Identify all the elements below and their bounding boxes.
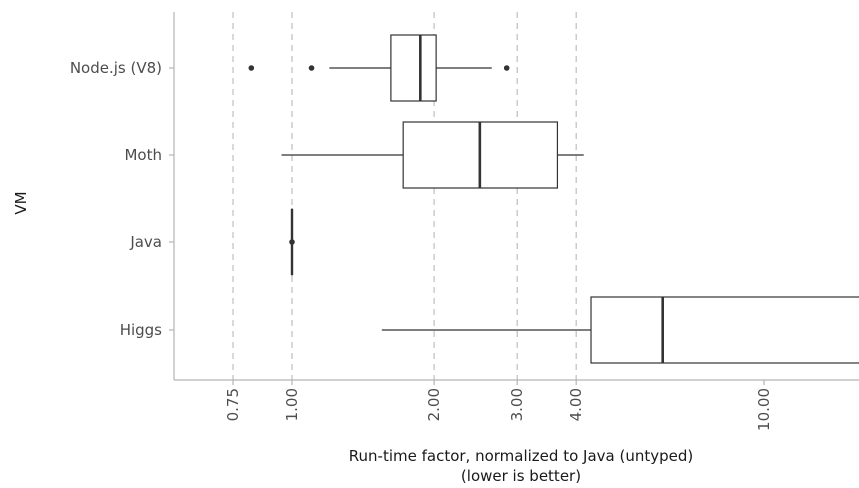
outlier-0-2: [503, 65, 510, 71]
box-2: [289, 208, 295, 276]
y-tick-labels: Node.js (V8) Moth Java Higgs: [70, 59, 174, 339]
boxes: [248, 34, 859, 364]
y-tick-label-0: Node.js (V8): [70, 59, 162, 77]
y-tick-label-2: Java: [129, 233, 162, 251]
x-axis-title: Run-time factor, normalized to Java (unt…: [349, 447, 693, 465]
outlier-2-0: [289, 239, 295, 245]
x-axis-subtitle: (lower is better): [461, 467, 581, 485]
box-3: [381, 296, 859, 364]
y-tick-label-3: Higgs: [120, 321, 162, 339]
box-0: [248, 34, 510, 102]
axes: [173, 12, 859, 381]
x-tick-label-3: 3.00: [508, 388, 526, 421]
x-tick-label-2: 2.00: [425, 388, 443, 421]
outlier-0-0: [248, 65, 255, 71]
x-tick-label-5: 10.00: [755, 388, 773, 431]
y-tick-label-1: Moth: [124, 146, 162, 164]
x-tick-label-0: 0.75: [224, 388, 242, 421]
box-rect-3: [590, 296, 859, 364]
x-tick-label-4: 4.00: [567, 388, 585, 421]
box-rect-0: [390, 34, 437, 102]
box-1: [281, 121, 584, 189]
x-tick-label-1: 1.00: [283, 388, 301, 421]
outlier-0-1: [308, 65, 315, 71]
y-axis-title: VM: [12, 191, 30, 214]
